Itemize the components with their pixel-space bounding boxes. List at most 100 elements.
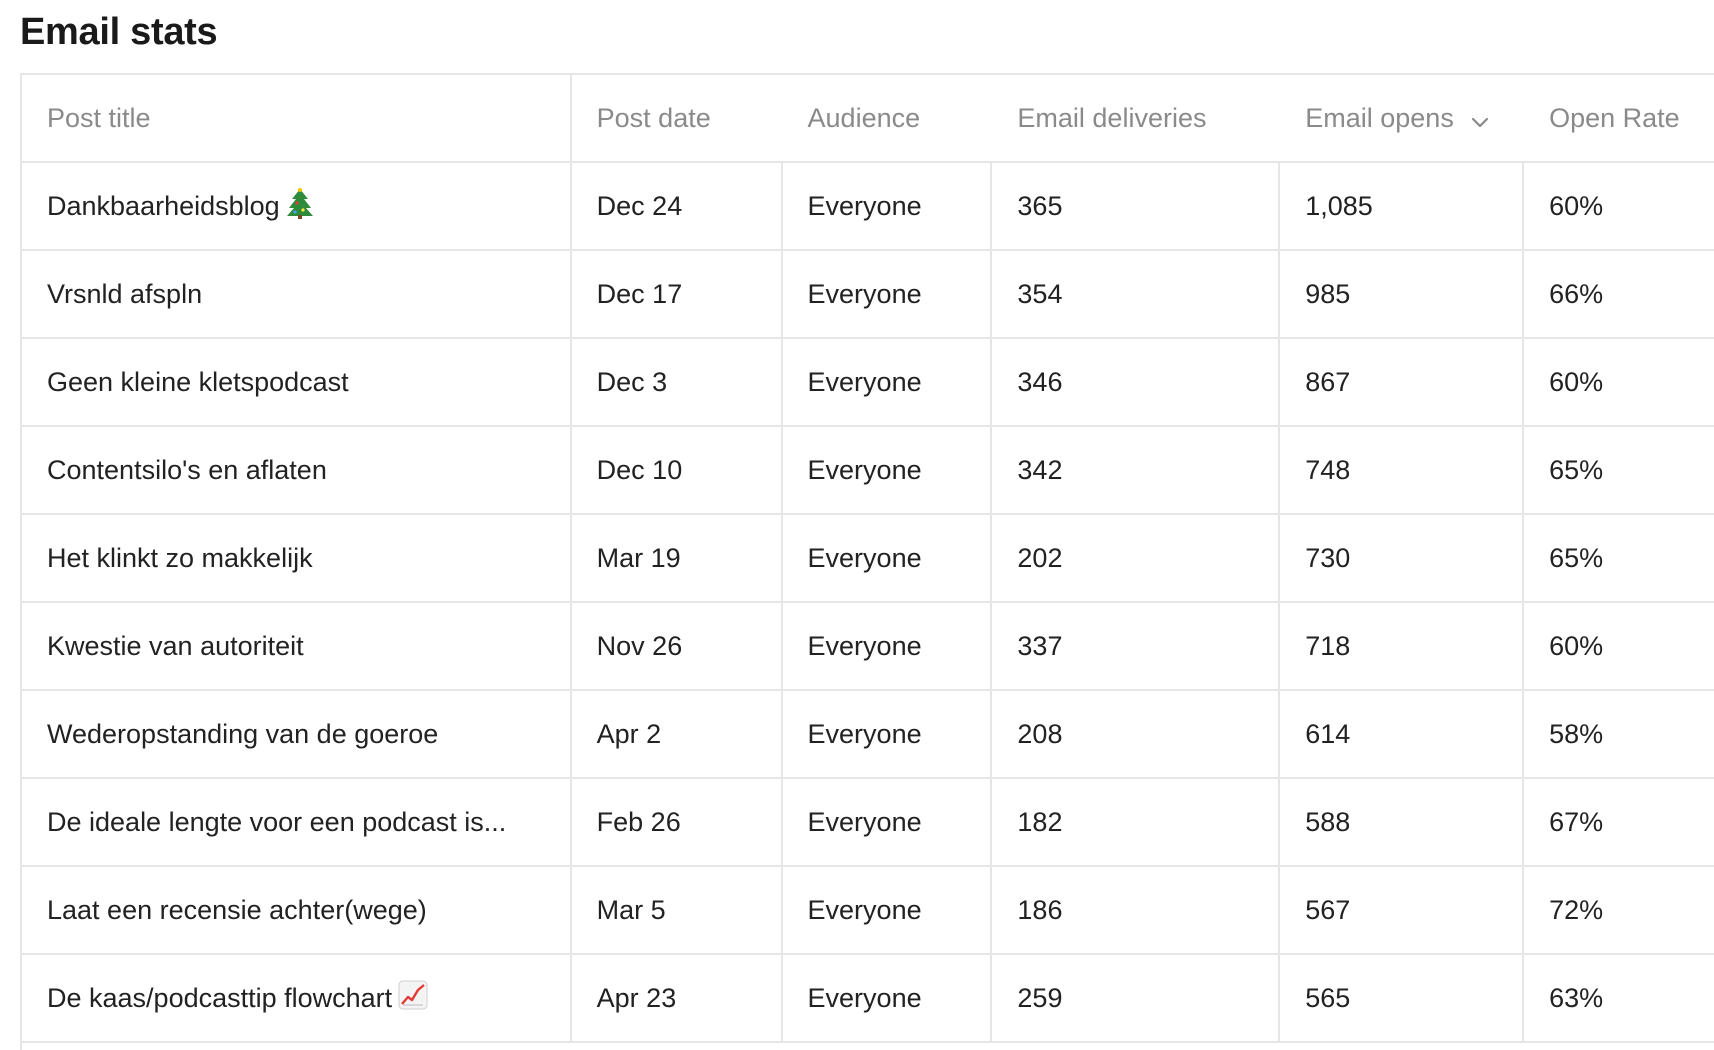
cell-post-title[interactable]: Vrsnld afspln	[22, 251, 572, 337]
cell-email-opens: 614	[1280, 691, 1525, 777]
cell-open-rate: 67%	[1549, 806, 1604, 837]
cell-post-title[interactable]: Wederopstanding van de goeroe	[22, 691, 572, 777]
cell-open-rate: 66%	[1549, 278, 1604, 309]
column-header-label: Audience	[807, 102, 921, 133]
post-title-link[interactable]: Wederopstanding van de goeroe	[47, 718, 439, 749]
cell-post-title[interactable]: Het klinkt zo makkelijk	[22, 515, 572, 601]
cell-audience: Everyone	[783, 867, 993, 953]
cell-email-deliveries: 342	[992, 427, 1281, 513]
table-row[interactable]: Wederopstanding van de goeroe Apr 2 Ever…	[22, 691, 1714, 779]
cell-audience: Everyone	[783, 955, 993, 1041]
column-header-label: Email opens	[1305, 102, 1454, 133]
column-header-email-opens[interactable]: Email opens	[1280, 75, 1524, 161]
table-row[interactable]: Geen kleine kletspodcast Dec 3 Everyone …	[22, 339, 1714, 427]
cell-post-date: Nov 26	[572, 603, 783, 689]
post-title-link[interactable]: Dankbaarheidsblog	[47, 190, 280, 221]
cell-post-title[interactable]: Kwestie van autoriteit	[22, 603, 572, 689]
cell-open-rate: 65%	[1549, 454, 1604, 485]
cell-email-opens: 1,085	[1280, 163, 1525, 249]
column-header-post-date[interactable]: Post date	[572, 75, 783, 161]
column-header-label: Post date	[596, 102, 711, 133]
cell-open-rate: 60%	[1549, 190, 1604, 221]
cell-email-opens: 867	[1280, 339, 1525, 425]
column-header-audience[interactable]: Audience	[783, 75, 993, 161]
cell-audience: Everyone	[783, 691, 993, 777]
table-body: Dankbaarheidsblog Dec 24 Everyone 365 1,…	[22, 163, 1714, 1043]
cell-post-date: Apr 23	[572, 955, 783, 1041]
cell-audience: Everyone	[783, 515, 993, 601]
column-header-label: Open Rate	[1549, 102, 1680, 133]
post-title-link[interactable]: De kaas/podcasttip flowchart	[47, 982, 393, 1013]
cell-audience: Everyone	[783, 779, 993, 865]
post-title-link[interactable]: Kwestie van autoriteit	[47, 630, 304, 661]
cell-email-opens: 730	[1280, 515, 1525, 601]
cell-email-deliveries: 365	[992, 163, 1281, 249]
cell-email-opens: 718	[1280, 603, 1525, 689]
chevron-down-icon	[1470, 108, 1490, 128]
cell-email-deliveries: 337	[992, 603, 1281, 689]
chart-increasing-icon	[398, 980, 428, 1017]
cell-email-opens: 567	[1280, 867, 1525, 953]
cell-audience: Everyone	[783, 251, 993, 337]
cell-email-deliveries: 202	[992, 515, 1281, 601]
cell-open-rate: 58%	[1549, 718, 1604, 749]
cell-post-date: Dec 17	[572, 251, 783, 337]
christmas-tree-icon	[286, 187, 314, 226]
cell-email-opens: 985	[1280, 251, 1525, 337]
cell-post-title[interactable]: Laat een recensie achter(wege)	[22, 867, 572, 953]
table-row[interactable]: Laat een recensie achter(wege) Mar 5 Eve…	[22, 867, 1714, 955]
cell-email-deliveries: 346	[992, 339, 1281, 425]
cell-post-date: Dec 24	[572, 163, 783, 249]
table-row[interactable]: Vrsnld afspln Dec 17 Everyone 354 985 66…	[22, 251, 1714, 339]
cell-post-date: Feb 26	[572, 779, 783, 865]
cell-post-title[interactable]: Dankbaarheidsblog	[22, 163, 572, 249]
cell-post-title[interactable]: De kaas/podcasttip flowchart	[22, 955, 572, 1041]
cell-open-rate: 72%	[1549, 894, 1604, 925]
cell-email-deliveries: 182	[992, 779, 1281, 865]
cell-audience: Everyone	[783, 603, 993, 689]
post-title-link[interactable]: Geen kleine kletspodcast	[47, 366, 349, 397]
table-header-row: Post title Post date Audience Email deli…	[22, 75, 1714, 163]
cell-post-title[interactable]: De ideale lengte voor een podcast is...	[22, 779, 572, 865]
cell-open-rate: 60%	[1549, 630, 1604, 661]
post-title-link[interactable]: De ideale lengte voor een podcast is...	[47, 806, 507, 837]
cell-open-rate: 60%	[1549, 366, 1604, 397]
cell-open-rate: 65%	[1549, 542, 1604, 573]
cell-audience: Everyone	[783, 427, 993, 513]
post-title-link[interactable]: Het klinkt zo makkelijk	[47, 542, 313, 573]
post-title-link[interactable]: Contentsilo's en aflaten	[47, 454, 327, 485]
sort-email-opens-button[interactable]: Email opens	[1305, 103, 1490, 134]
post-title-link[interactable]: Vrsnld afspln	[47, 278, 203, 309]
cell-email-deliveries: 208	[992, 691, 1281, 777]
table-row[interactable]: Kwestie van autoriteit Nov 26 Everyone 3…	[22, 603, 1714, 691]
cell-email-deliveries: 186	[992, 867, 1281, 953]
cell-post-date: Apr 2	[572, 691, 783, 777]
column-header-open-rate[interactable]: Open Rate	[1524, 75, 1714, 161]
column-header-email-deliveries[interactable]: Email deliveries	[992, 75, 1280, 161]
cell-post-date: Mar 19	[572, 515, 783, 601]
table-row[interactable]: De kaas/podcasttip flowchart Apr 23 Ever…	[22, 955, 1714, 1043]
table-row[interactable]: Contentsilo's en aflaten Dec 10 Everyone…	[22, 427, 1714, 515]
cell-email-deliveries: 259	[992, 955, 1281, 1041]
cell-post-date: Dec 3	[572, 339, 783, 425]
cell-audience: Everyone	[783, 339, 993, 425]
cell-audience: Everyone	[783, 163, 993, 249]
column-header-label: Email deliveries	[1017, 102, 1207, 133]
cell-open-rate: 63%	[1549, 982, 1604, 1013]
cell-email-opens: 748	[1280, 427, 1525, 513]
table-row[interactable]: Dankbaarheidsblog Dec 24 Everyone 365 1,…	[22, 163, 1714, 251]
cell-post-title[interactable]: Contentsilo's en aflaten	[22, 427, 572, 513]
cell-post-date: Mar 5	[572, 867, 783, 953]
cell-post-title[interactable]: Geen kleine kletspodcast	[22, 339, 572, 425]
cell-post-date: Dec 10	[572, 427, 783, 513]
post-title-link[interactable]: Laat een recensie achter(wege)	[47, 894, 427, 925]
column-header-label: Post title	[47, 102, 151, 133]
email-stats-table: Post title Post date Audience Email deli…	[20, 73, 1714, 1050]
page-title: Email stats	[20, 11, 218, 53]
cell-email-opens: 565	[1280, 955, 1525, 1041]
cell-email-opens: 588	[1280, 779, 1525, 865]
table-row[interactable]: De ideale lengte voor een podcast is... …	[22, 779, 1714, 867]
column-header-post-title[interactable]: Post title	[22, 75, 572, 161]
cell-email-deliveries: 354	[992, 251, 1281, 337]
table-row[interactable]: Het klinkt zo makkelijk Mar 19 Everyone …	[22, 515, 1714, 603]
